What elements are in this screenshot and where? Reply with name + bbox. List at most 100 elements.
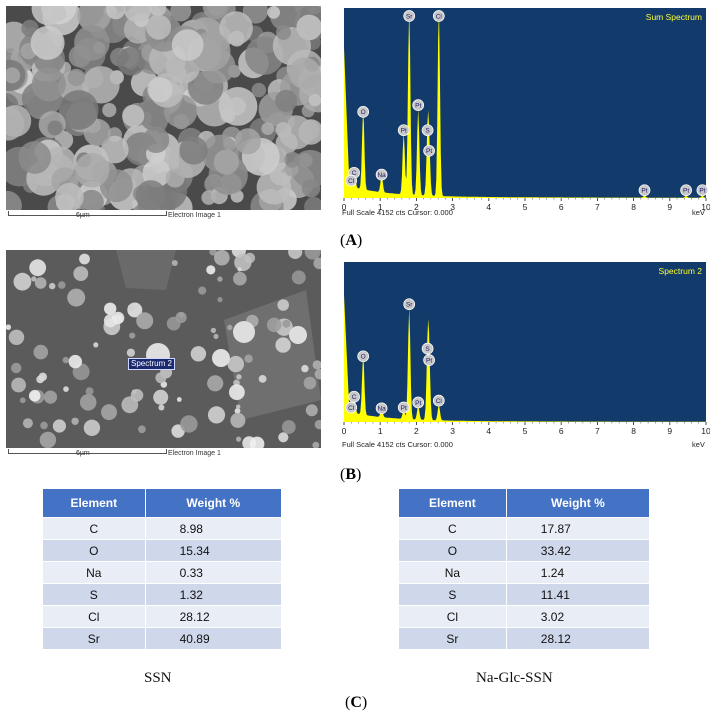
svg-text:Pt: Pt xyxy=(401,405,407,412)
peak-label: Cl xyxy=(345,401,358,414)
svg-text:O: O xyxy=(361,354,366,361)
peak-label: Na xyxy=(375,402,388,415)
element-cell: S xyxy=(42,583,146,606)
element-cell: Sr xyxy=(398,627,507,650)
scale-label-b: 6µm xyxy=(76,450,90,457)
image-label-b: Electron Image 1 xyxy=(168,450,221,457)
weight-cell: 17.87 xyxy=(505,517,651,540)
svg-text:Pt: Pt xyxy=(699,188,705,195)
svg-text:Pt: Pt xyxy=(641,188,647,195)
eds-footer-a: Full Scale 4152 cts Cursor: 0.000 xyxy=(342,208,453,217)
svg-text:C: C xyxy=(352,170,357,177)
peak-label: Cl xyxy=(432,10,445,22)
element-cell: Na xyxy=(398,561,507,584)
svg-text:Pt: Pt xyxy=(415,400,421,407)
table-row: Sr 40.89 xyxy=(42,627,283,650)
x-tick-label: 8 xyxy=(631,426,636,436)
element-cell: C xyxy=(398,517,507,540)
peak-label: Cl xyxy=(432,394,445,407)
svg-text:Pt: Pt xyxy=(401,128,407,135)
x-tick-label: 7 xyxy=(595,426,600,436)
table-row: C 8.98 xyxy=(42,517,283,540)
x-tick-label: 3 xyxy=(450,202,455,212)
peak-label: Pt xyxy=(638,184,651,197)
x-tick-label: 1 xyxy=(378,202,383,212)
weight-cell: 28.12 xyxy=(144,605,283,628)
svg-text:C: C xyxy=(352,394,357,401)
table-row: O 15.34 xyxy=(42,539,283,562)
table-caption-na-glc-ssn: Na-Glc-SSN xyxy=(476,670,553,686)
eds-footer-b: Full Scale 4152 cts Cursor: 0.000 xyxy=(342,440,453,449)
svg-text:Sr: Sr xyxy=(406,302,413,309)
x-tick-label: 0 xyxy=(342,202,347,212)
x-tick-label: 6 xyxy=(559,426,564,436)
weight-cell: 0.33 xyxy=(144,561,283,584)
table-header-row: Element Weight % xyxy=(42,488,283,518)
panel-label-b: (B) xyxy=(340,466,362,483)
svg-text:Pt: Pt xyxy=(415,102,421,109)
weight-cell: 28.12 xyxy=(505,627,651,650)
weight-cell: 11.41 xyxy=(505,583,651,606)
svg-text:Cl: Cl xyxy=(436,398,443,405)
sem-image-a xyxy=(6,6,321,210)
x-tick-label: 8 xyxy=(631,202,636,212)
image-label-a: Electron Image 1 xyxy=(168,212,221,219)
eds-spectrum-a: C O Cl Na Pt Sr Pt S Pt Cl Pt Pt Pt Sum Spectrum 0 1 2 3 4… xyxy=(342,6,710,216)
x-tick-label: 10 xyxy=(701,202,710,212)
scale-bar-b xyxy=(8,449,167,454)
weight-cell: 33.42 xyxy=(505,539,651,562)
eds-unit-b: keV xyxy=(692,440,705,449)
svg-text:Pt: Pt xyxy=(426,357,432,364)
peak-label: O xyxy=(357,350,370,363)
panel-label-a: (A) xyxy=(340,232,363,249)
svg-text:Cl: Cl xyxy=(348,178,355,185)
table-row: Cl 28.12 xyxy=(42,605,283,628)
element-cell: S xyxy=(398,583,507,606)
table-row: Na 0.33 xyxy=(42,561,283,584)
element-cell: Cl xyxy=(398,605,507,628)
table-row: S 11.41 xyxy=(398,583,651,606)
peak-label: S xyxy=(421,124,434,137)
element-cell: O xyxy=(398,539,507,562)
x-tick-label: 10 xyxy=(701,426,710,436)
spectrum-background xyxy=(344,8,706,198)
table-row: Cl 3.02 xyxy=(398,605,651,628)
eds-plot-a: C O Cl Na Pt Sr Pt S Pt Cl Pt Pt Pt Sum Spectrum 0 1 2 3 4… xyxy=(342,6,710,216)
eds-spectrum-b: Cl C O Na Pt Sr Pt S Pt Cl Spectrum 2 0 1 2 3 4 5 6 7 8 9 10 xyxy=(342,260,710,440)
peak-label: Pt xyxy=(680,184,692,197)
weight-cell: 3.02 xyxy=(505,605,651,628)
x-tick-label: 4 xyxy=(486,426,491,436)
x-tick-label: 9 xyxy=(667,426,672,436)
weight-cell: 1.24 xyxy=(505,561,651,584)
table-row: Na 1.24 xyxy=(398,561,651,584)
column-header-element: Element xyxy=(398,488,507,518)
peak-label: Pt xyxy=(397,401,410,414)
table-row: O 33.42 xyxy=(398,539,651,562)
weight-cell: 8.98 xyxy=(144,517,283,540)
peak-label: O xyxy=(357,106,370,118)
x-tick-label: 6 xyxy=(559,202,564,212)
x-tick-label: 5 xyxy=(523,426,528,436)
peak-label: Pt xyxy=(397,124,410,137)
sem-texture-a xyxy=(6,6,321,210)
sem-footer-b: 6µm Electron Image 1 xyxy=(6,448,321,462)
sem-texture-b xyxy=(6,250,321,448)
peak-label: Pt xyxy=(423,354,435,366)
peak-label: Pt xyxy=(412,396,425,409)
x-tick-label: 0 xyxy=(342,426,347,436)
x-tick-label: 9 xyxy=(667,202,672,212)
peak-label: Na xyxy=(375,168,388,181)
eds-plot-b: Cl C O Na Pt Sr Pt S Pt Cl Spectrum 2 0 1 2 3 4 5 6 7 8 9 10 xyxy=(342,260,710,440)
table-row: C 17.87 xyxy=(398,517,651,540)
table-caption-ssn: SSN xyxy=(144,670,172,686)
peak-label: Cl xyxy=(345,174,358,187)
x-tick-label: 2 xyxy=(414,202,419,212)
eds-unit-a: keV xyxy=(692,208,705,217)
svg-text:Pt: Pt xyxy=(426,148,432,155)
peak-label: Sr xyxy=(403,298,416,311)
peak-label: Pt xyxy=(423,144,435,157)
element-cell: Sr xyxy=(42,627,146,650)
spectrum-tag: Spectrum 2 xyxy=(128,358,175,370)
svg-text:Cl: Cl xyxy=(348,405,355,412)
column-header-element: Element xyxy=(42,488,146,518)
